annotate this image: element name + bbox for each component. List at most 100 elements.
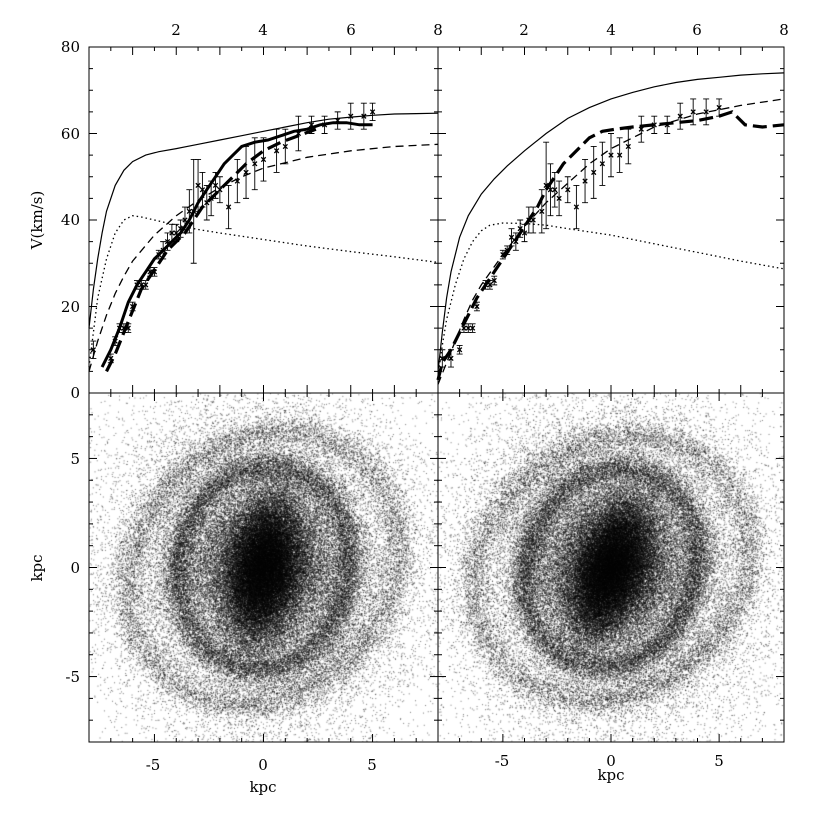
series-line-dotted (88, 215, 439, 368)
data-point-with-error (243, 146, 250, 199)
y-tick-label: 5 (70, 450, 80, 468)
data-point-with-error (208, 180, 215, 217)
data-point-with-error (556, 180, 563, 217)
x-axis-title-right: kpc (597, 766, 624, 784)
y-axis-title-velocity: V(km/s) (28, 191, 46, 251)
data-point-with-error (582, 159, 589, 204)
rotation-curve-left-panel (88, 102, 439, 373)
y-tick-label: 20 (61, 298, 80, 316)
series-line-dashed (88, 143, 439, 372)
data-point-with-error (543, 141, 550, 230)
data-point-with-error (608, 133, 614, 178)
density-map-right (438, 393, 784, 742)
y-axis-title-kpc: kpc (28, 554, 46, 581)
top-tick-label: 6 (692, 21, 702, 39)
data-point-with-error (473, 301, 480, 312)
data-point-with-error (551, 171, 558, 208)
data-point-with-error (465, 323, 472, 333)
data-point-with-error (703, 98, 710, 126)
data-point-with-error (530, 206, 537, 234)
data-point-with-error (521, 223, 528, 243)
data-point-with-error (125, 323, 132, 333)
data-point-with-error (321, 115, 328, 134)
data-point-with-error (599, 141, 606, 186)
y-tick-label: 40 (61, 211, 80, 229)
data-point-with-error (616, 137, 623, 173)
data-point-with-error (160, 241, 167, 260)
top-tick-label: 4 (606, 21, 616, 39)
y-tick-label: -5 (65, 668, 80, 686)
y-axis-labels-bottom: 5 0 -5 (65, 450, 80, 686)
density-map-left (89, 393, 438, 742)
data-point-with-error (216, 176, 223, 204)
series-line-dotted (437, 222, 785, 376)
data-point-with-error (369, 102, 376, 121)
data-point-with-error (151, 267, 158, 277)
x-axis-title-left: kpc (249, 778, 276, 796)
data-point-with-error (517, 219, 524, 238)
top-tick-label: 8 (433, 21, 443, 39)
data-point-with-error (547, 163, 554, 217)
x-axis-labels-bottom-left: -5 0 5 (146, 756, 377, 774)
data-point-with-error (508, 228, 515, 247)
data-point-with-error (564, 176, 571, 204)
x-tick-label: 0 (258, 756, 268, 774)
data-point-with-error (347, 102, 354, 130)
y-tick-label: 80 (61, 38, 80, 56)
data-point-with-error (90, 340, 97, 359)
data-point-with-error (116, 323, 123, 333)
data-point-with-error (677, 102, 684, 130)
data-point-with-error (499, 249, 506, 260)
data-point-with-error (147, 267, 154, 277)
data-point-with-error (456, 344, 463, 355)
top-tick-label: 8 (779, 21, 789, 39)
data-point-with-error (129, 301, 136, 312)
data-point-with-error (664, 115, 671, 134)
x-tick-label: 5 (367, 756, 377, 774)
data-point-with-error (573, 184, 580, 230)
data-point-with-error (225, 184, 232, 230)
data-point-with-error (360, 102, 367, 130)
data-point-with-error (638, 115, 645, 143)
data-point-with-error (107, 353, 114, 364)
data-point-with-error (164, 232, 171, 251)
data-point-with-error (177, 219, 184, 238)
data-point-with-error (447, 349, 454, 368)
y-tick-label: 0 (70, 384, 80, 402)
data-point-with-error (334, 111, 341, 130)
series-line-solid-thin (437, 72, 785, 372)
frame-top-left (88, 46, 439, 394)
data-point-with-error (486, 280, 493, 290)
data-point-with-error (282, 128, 289, 165)
data-point-with-error (308, 115, 315, 134)
data-point-with-error (234, 159, 241, 204)
series-line-dashed (437, 98, 785, 385)
data-point-with-error (190, 159, 197, 264)
data-point-with-error (273, 128, 280, 173)
data-point-with-error (186, 189, 193, 234)
series-line-solid-thin (88, 112, 439, 329)
data-point-with-error (295, 115, 302, 152)
top-axis-labels-left: 2 4 6 8 (171, 21, 443, 39)
y-tick-label: 60 (61, 125, 80, 143)
x-tick-label: 0 (606, 752, 616, 770)
data-point-with-error (538, 189, 545, 234)
x-tick-label: -5 (146, 756, 161, 774)
data-point-with-error (512, 232, 519, 251)
series-line-dashed-thick (105, 127, 317, 373)
data-point-with-error (112, 336, 119, 346)
x-tick-label: -5 (495, 752, 510, 770)
data-point-with-error (195, 159, 202, 212)
data-point-with-error (212, 171, 219, 199)
data-point-with-error (199, 171, 206, 208)
top-tick-label: 6 (346, 21, 356, 39)
data-point-with-error (173, 223, 180, 243)
y-axis-labels-top: 0 20 40 60 80 (61, 38, 80, 402)
top-axis-labels-right: 2 4 6 8 (519, 21, 789, 39)
data-point-with-error (155, 249, 162, 260)
data-point-with-error (525, 206, 532, 234)
top-tick-label: 2 (519, 21, 529, 39)
data-point-with-error (590, 146, 597, 199)
x-axis-labels-bottom-right: -5 0 5 (495, 752, 724, 770)
